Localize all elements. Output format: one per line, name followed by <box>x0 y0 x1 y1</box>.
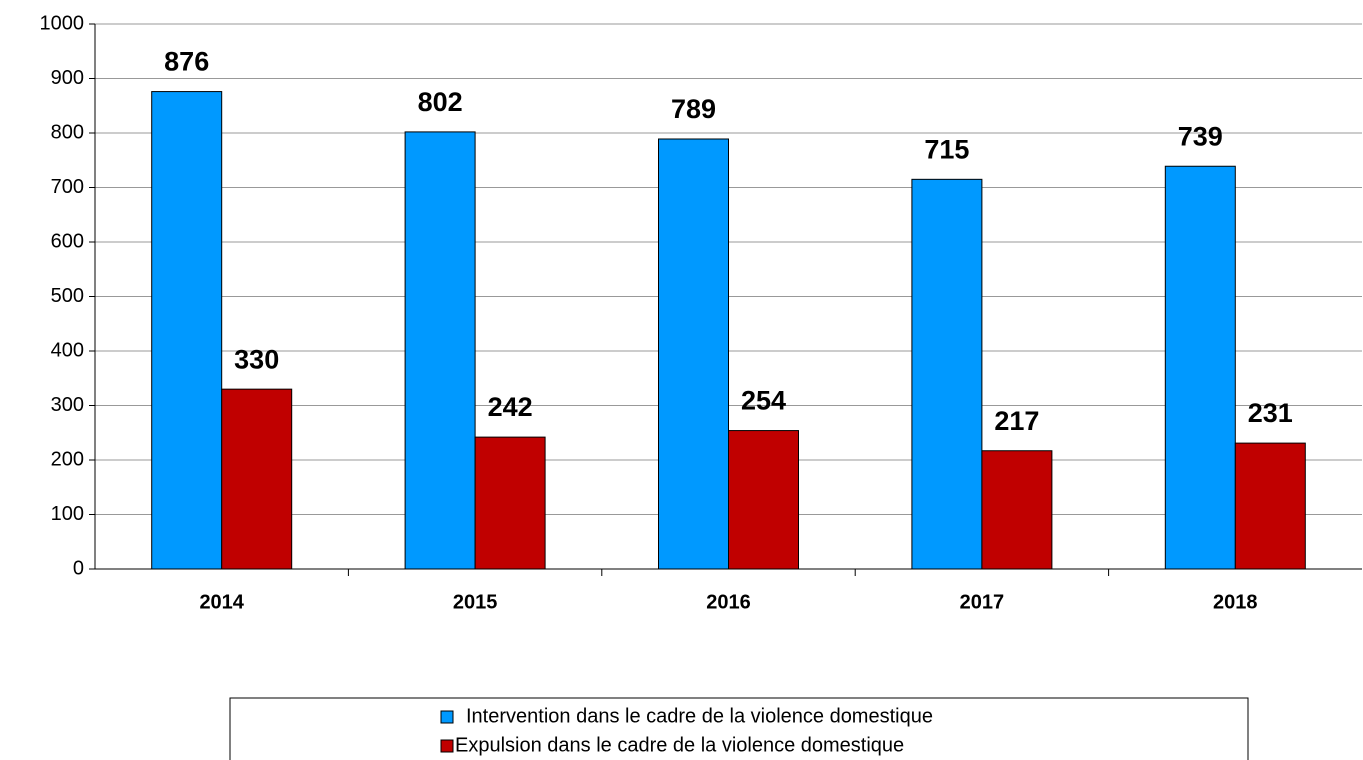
y-tick-label: 500 <box>51 285 84 307</box>
value-label: 789 <box>671 94 716 124</box>
value-label: 231 <box>1248 398 1293 428</box>
x-tick-label: 2015 <box>453 591 498 613</box>
value-label: 254 <box>741 386 786 416</box>
bar <box>151 91 223 570</box>
bar <box>658 138 729 570</box>
value-label: 217 <box>994 406 1039 436</box>
y-tick-label: 600 <box>51 230 84 252</box>
y-tick-label: 0 <box>73 557 84 579</box>
y-tick-label: 900 <box>51 67 84 89</box>
value-label: 242 <box>488 392 533 422</box>
y-tick-label: 300 <box>51 394 84 416</box>
value-label: 802 <box>418 87 463 117</box>
value-label: 876 <box>164 47 209 77</box>
x-tick-label: 2017 <box>960 591 1005 613</box>
legend-swatch <box>440 739 454 753</box>
y-tick-label: 200 <box>51 448 84 470</box>
bar <box>1234 442 1306 570</box>
bar <box>221 388 293 570</box>
bar <box>911 178 983 570</box>
x-tick-label: 2014 <box>199 591 244 613</box>
bar <box>474 436 546 570</box>
x-tick-label: 2016 <box>706 591 751 613</box>
bar <box>981 450 1053 570</box>
y-tick-label: 800 <box>51 121 84 143</box>
bar <box>1164 165 1236 570</box>
value-label: 330 <box>234 344 279 374</box>
legend-label: Expulsion dans le cadre de la violence d… <box>455 734 904 756</box>
legend-box <box>229 697 1249 760</box>
x-tick-label: 2018 <box>1213 591 1258 613</box>
y-tick-label: 1000 <box>40 12 85 34</box>
bar <box>404 131 476 570</box>
y-tick-label: 700 <box>51 176 84 198</box>
legend-swatch <box>440 710 454 724</box>
bar <box>728 430 799 570</box>
value-label: 739 <box>1178 121 1223 151</box>
value-label: 715 <box>924 134 969 164</box>
y-tick-label: 400 <box>51 339 84 361</box>
y-tick-label: 100 <box>51 503 84 525</box>
legend-label: Intervention dans le cadre de la violenc… <box>466 705 933 727</box>
